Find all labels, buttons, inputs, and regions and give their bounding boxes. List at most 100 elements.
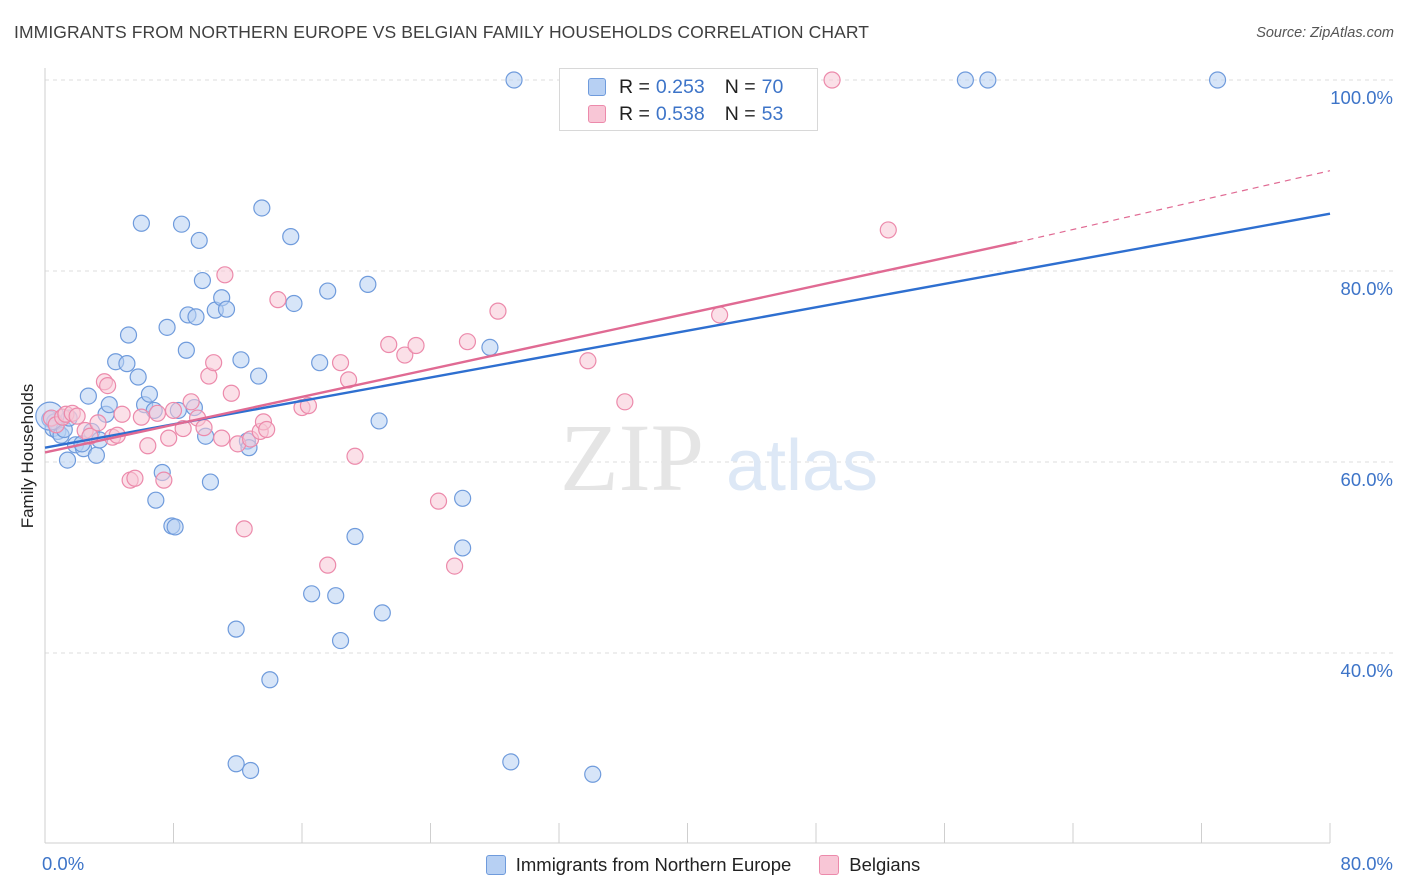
point-immigrants <box>956 71 974 89</box>
point-immigrants <box>311 354 329 372</box>
point-immigrants <box>193 271 212 290</box>
point-immigrants <box>454 489 472 507</box>
point-belgians <box>579 352 597 370</box>
y-tick-label: 80.0% <box>1341 278 1393 299</box>
stats-r-value: 0.538 <box>655 102 705 125</box>
stats-n-value: 70 <box>761 75 784 98</box>
watermark-zip: ZIP <box>560 404 704 511</box>
point-immigrants <box>502 753 520 771</box>
legend-item-immigrants[interactable]: Immigrants from Northern Europe <box>485 854 792 876</box>
point-immigrants <box>217 300 236 318</box>
point-belgians <box>711 306 729 324</box>
point-belgians <box>89 414 107 432</box>
point-immigrants <box>147 491 165 509</box>
point-immigrants <box>227 620 245 638</box>
stats-swatch-pink <box>588 105 606 123</box>
point-belgians <box>205 354 223 372</box>
point-immigrants <box>158 318 176 336</box>
x-tick-label-min: 0.0% <box>42 853 84 874</box>
trendline-belgians-extension <box>1016 170 1331 243</box>
point-immigrants <box>129 368 147 386</box>
point-belgians <box>148 404 167 422</box>
point-belgians <box>396 346 414 364</box>
point-immigrants <box>303 585 321 603</box>
point-immigrants <box>201 473 220 491</box>
point-immigrants <box>285 294 303 313</box>
stats-n-value: 53 <box>761 102 784 125</box>
point-immigrants <box>505 71 523 89</box>
point-belgians <box>346 447 364 465</box>
point-immigrants <box>373 604 391 622</box>
point-immigrants <box>242 761 260 780</box>
point-belgians <box>235 520 253 538</box>
point-immigrants <box>319 282 337 300</box>
point-immigrants <box>58 451 77 469</box>
point-belgians <box>155 471 173 489</box>
legend-item-belgians[interactable]: Belgians <box>819 854 920 876</box>
tick-labels: 40.0% 60.0% 80.0% 100.0% 0.0% 80.0% <box>42 87 1393 874</box>
legend-label-belgians: Belgians <box>849 854 921 875</box>
point-belgians <box>113 405 131 423</box>
point-belgians <box>222 384 240 402</box>
point-immigrants <box>187 308 205 326</box>
point-belgians <box>429 492 448 510</box>
point-immigrants <box>346 527 364 546</box>
stats-r-value: 0.253 <box>655 75 705 98</box>
point-belgians <box>445 557 464 575</box>
stats-r-label: R = <box>619 75 650 98</box>
y-tick-label: 100.0% <box>1330 87 1393 108</box>
point-belgians <box>823 71 841 89</box>
series-legend: Immigrants from Northern Europe Belgians <box>0 852 1406 878</box>
point-immigrants <box>227 755 245 773</box>
point-belgians <box>160 429 178 447</box>
point-belgians <box>216 266 234 284</box>
point-belgians <box>380 335 398 354</box>
trendlines <box>44 170 1331 454</box>
trendline-immigrants <box>44 212 1331 449</box>
point-immigrants <box>250 367 268 385</box>
point-immigrants <box>584 765 602 783</box>
point-immigrants <box>118 355 136 373</box>
point-immigrants <box>166 518 184 536</box>
legend-swatch-pink <box>819 855 840 875</box>
point-immigrants <box>232 351 250 369</box>
point-immigrants <box>253 199 271 217</box>
point-belgians <box>68 407 86 425</box>
stats-r-label: R = <box>619 102 650 125</box>
point-immigrants <box>979 71 997 89</box>
watermark-atlas: atlas <box>726 426 878 506</box>
point-immigrants <box>1208 71 1227 89</box>
point-belgians <box>269 291 287 309</box>
y-tick-label: 40.0% <box>1341 660 1393 681</box>
point-belgians <box>879 221 897 239</box>
point-immigrants <box>177 341 195 359</box>
axes <box>44 68 1331 844</box>
point-immigrants <box>79 387 97 405</box>
stats-row-belgians: R = 0.538 N = 53 <box>588 102 783 126</box>
point-immigrants <box>87 446 106 464</box>
source-credit: Source: ZipAtlas.com <box>1256 25 1394 41</box>
series-belgians-points <box>42 71 897 575</box>
point-belgians <box>132 408 150 426</box>
point-immigrants <box>190 231 208 250</box>
point-belgians <box>99 377 117 395</box>
point-immigrants <box>140 385 159 403</box>
point-immigrants <box>119 326 138 344</box>
point-immigrants <box>327 587 345 605</box>
point-belgians <box>458 333 477 351</box>
point-belgians <box>489 302 507 320</box>
stats-legend: R = 0.253 N = 70 R = 0.538 N = 53 <box>559 68 818 131</box>
point-belgians <box>182 393 200 411</box>
y-tick-label: 60.0% <box>1341 469 1393 490</box>
legend-label-immigrants: Immigrants from Northern Europe <box>515 854 792 875</box>
point-immigrants <box>359 275 377 293</box>
trendline-belgians <box>44 241 1018 454</box>
point-belgians <box>195 419 213 437</box>
point-immigrants <box>454 539 472 557</box>
point-belgians <box>319 556 337 574</box>
watermark: ZIP atlas <box>560 404 878 511</box>
chart-title: IMMIGRANTS FROM NORTHERN EUROPE VS BELGI… <box>14 22 870 42</box>
point-immigrants <box>370 412 388 430</box>
point-belgians <box>407 336 425 355</box>
